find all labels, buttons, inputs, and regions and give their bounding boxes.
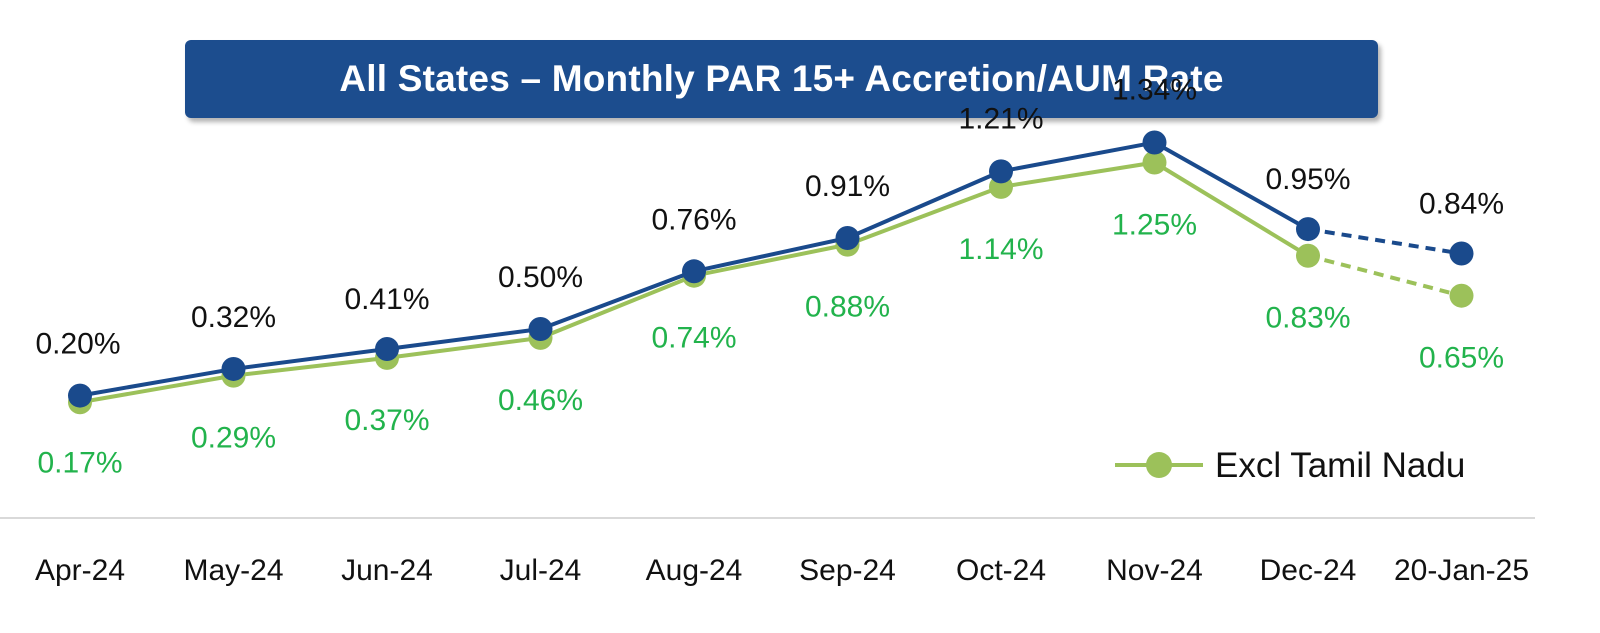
all-states-data-label: 0.91% bbox=[805, 170, 890, 203]
excl-tamil-nadu-data-label: 1.25% bbox=[1112, 209, 1197, 242]
all-states-data-label: 0.20% bbox=[35, 328, 120, 361]
all-states-marker bbox=[528, 317, 553, 341]
excl-tamil-nadu-data-label: 0.65% bbox=[1419, 342, 1504, 375]
all-states-marker bbox=[68, 383, 92, 408]
chart-title: All States – Monthly PAR 15+ Accretion/A… bbox=[339, 58, 1224, 99]
chart-title-banner: All States – Monthly PAR 15+ Accretion/A… bbox=[185, 40, 1378, 118]
x-tick-label: Jul-24 bbox=[500, 554, 582, 587]
x-tick-label: Jun-24 bbox=[341, 554, 433, 587]
all-states-marker bbox=[1142, 130, 1167, 155]
x-tick-label: Apr-24 bbox=[35, 554, 125, 587]
excl-tamil-nadu-data-label: 0.17% bbox=[37, 446, 122, 479]
excl-tamil-nadu-marker bbox=[1449, 283, 1474, 308]
x-tick-label: Oct-24 bbox=[956, 554, 1046, 587]
legend-label: Excl Tamil Nadu bbox=[1215, 446, 1465, 485]
excl-tamil-nadu-dashed-segment bbox=[1307, 253, 1463, 298]
all-states-dashed-segment bbox=[1307, 227, 1462, 256]
all-states-marker bbox=[1449, 241, 1474, 266]
excl-tamil-nadu-data-label: 0.46% bbox=[498, 384, 583, 417]
excl-tamil-nadu-data-label: 0.88% bbox=[805, 291, 890, 324]
legend-swatch-marker bbox=[1146, 452, 1172, 478]
all-states-data-label: 0.76% bbox=[651, 203, 736, 236]
all-states-data-label: 1.34% bbox=[1112, 74, 1197, 107]
x-tick-label: Sep-24 bbox=[799, 554, 896, 587]
excl-tamil-nadu-data-label: 0.83% bbox=[1265, 302, 1350, 335]
excl-tamil-nadu-marker bbox=[1142, 150, 1167, 175]
excl-tamil-nadu-marker bbox=[1296, 243, 1320, 268]
x-tick-label: Nov-24 bbox=[1106, 554, 1203, 587]
all-states-marker bbox=[1296, 217, 1320, 242]
x-tick-label: May-24 bbox=[183, 554, 283, 587]
all-states-data-label: 0.50% bbox=[498, 261, 583, 294]
all-states-data-label: 0.41% bbox=[344, 283, 429, 316]
x-tick-label: 20-Jan-25 bbox=[1394, 554, 1529, 587]
x-tick-label: Aug-24 bbox=[646, 554, 743, 587]
all-states-marker bbox=[682, 259, 706, 284]
all-states-marker bbox=[835, 225, 860, 250]
all-states-marker bbox=[221, 356, 246, 381]
all-states-marker bbox=[989, 159, 1013, 184]
excl-tamil-nadu-data-label: 0.37% bbox=[344, 404, 429, 437]
excl-tamil-nadu-data-label: 1.14% bbox=[958, 233, 1043, 266]
all-states-data-label: 0.32% bbox=[191, 301, 276, 334]
all-states-data-label: 0.95% bbox=[1265, 163, 1350, 196]
x-tick-label: Dec-24 bbox=[1260, 554, 1357, 587]
excl-tamil-nadu-data-label: 0.29% bbox=[191, 422, 276, 455]
excl-tamil-nadu-data-label: 0.74% bbox=[651, 322, 736, 355]
all-states-data-label: 0.84% bbox=[1419, 188, 1504, 221]
all-states-data-label: 1.21% bbox=[958, 102, 1043, 135]
all-states-marker bbox=[375, 336, 399, 361]
